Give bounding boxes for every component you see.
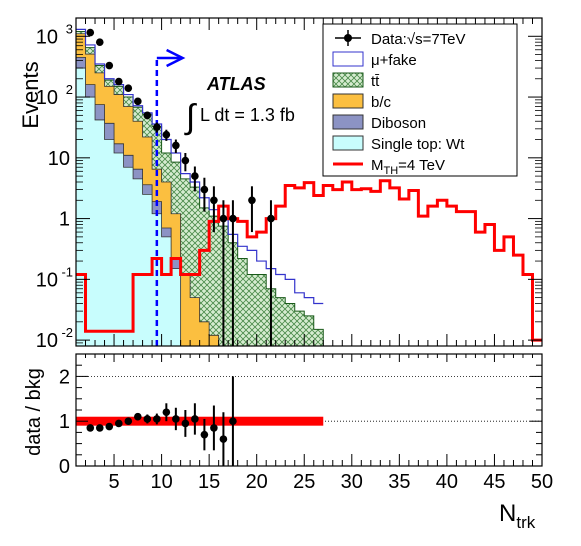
legend-label-bc: b/c: [371, 94, 392, 111]
y-tick-label: 1: [59, 209, 70, 231]
ratio-y-tick-label: 0: [59, 456, 70, 478]
cut-arrow-head: [166, 48, 186, 68]
ratio-point: [114, 419, 123, 428]
x-axis-label: Ntrk: [499, 500, 536, 532]
ratio-point: [191, 415, 199, 423]
ratio-plot: 0 1 2 data / bkg 5 10 15 20 25 30 35 40 45 50 Ntrk: [23, 353, 553, 532]
y-tick-exponent: 3: [66, 21, 73, 36]
legend-label-mufake: μ+fake: [371, 52, 417, 69]
data-point: [114, 77, 123, 86]
data-point: [181, 156, 190, 165]
x-tick-label: 40: [436, 471, 458, 493]
signal-line: [76, 179, 542, 342]
data-point: [162, 130, 171, 139]
ratio-y-tick-label: 1: [59, 411, 70, 433]
data-point: [191, 172, 199, 180]
y-tick-exponent: -2: [61, 325, 73, 340]
lumi-text: L dt = 1.3 fb: [200, 105, 295, 125]
data-point: [219, 214, 228, 223]
legend-label-signal: MTH=4 TeV: [371, 157, 445, 177]
legend-swatch-mufake: [332, 51, 364, 67]
ratio-point: [210, 424, 218, 432]
x-tick-label: 20: [246, 471, 268, 493]
x-tick-label: 15: [198, 471, 220, 493]
ratio-point: [200, 430, 209, 439]
ratio-point: [143, 415, 152, 423]
legend-swatch-bc: [332, 93, 364, 109]
ratio-y-axis-label: data / bkg: [23, 368, 45, 456]
y-tick-label: 10: [36, 87, 58, 109]
x-tick-label: 5: [108, 471, 119, 493]
ratio-y-tick-label: 2: [59, 366, 70, 388]
ratio-point: [153, 415, 161, 423]
ratio-point: [219, 435, 228, 443]
data-point: [143, 111, 152, 120]
legend-data-marker: [344, 34, 352, 42]
x-tick-label: 35: [388, 471, 410, 493]
ratio-band: [76, 416, 324, 426]
legend: Data:√s=7TeV μ+fake tt̄ b/c Diboson Single to…: [322, 23, 518, 177]
x-tick-label: 45: [483, 471, 505, 493]
data-point: [267, 214, 275, 223]
data-point: [172, 141, 180, 150]
data-point: [95, 38, 104, 46]
singletop-stack: [75, 67, 182, 347]
ratio-point: [124, 417, 133, 426]
y-tick-label: 10: [36, 330, 58, 352]
atlas-label: ATLAS: [206, 74, 266, 94]
x-tick-label: 25: [293, 471, 315, 493]
ratio-point: [229, 417, 237, 426]
data-point: [134, 97, 142, 106]
y-axis-label: Events: [18, 61, 43, 128]
x-tick-label: 30: [341, 471, 363, 493]
legend-swatch-diboson: [332, 114, 364, 130]
data-point: [200, 185, 209, 194]
y-tick-label: 10: [36, 269, 58, 291]
ratio-point: [162, 408, 171, 417]
data-point: [86, 28, 95, 37]
ratio-area: [76, 354, 542, 466]
data-point: [248, 196, 256, 205]
x-tick-label: 10: [150, 471, 172, 493]
ratio-point: [95, 424, 104, 432]
legend-swatch-singletop: [332, 135, 364, 151]
ratio-point: [134, 412, 142, 421]
y-tick-label: 10: [48, 148, 70, 170]
integral-sign: ∫: [184, 98, 197, 136]
legend-label-ttbar: tt̄: [371, 73, 380, 90]
legend-label-data: Data:√s=7TeV: [371, 31, 466, 48]
ratio-point: [172, 415, 180, 423]
ratio-point: [105, 422, 114, 431]
data-point: [105, 61, 114, 70]
data-point: [229, 214, 237, 223]
legend-label-diboson: Diboson: [371, 115, 426, 132]
x-tick-label: 50: [531, 471, 553, 493]
ratio-point: [181, 419, 190, 428]
data-point: [124, 84, 133, 92]
ratio-point: [86, 424, 95, 432]
legend-swatch-ttbar: [332, 72, 364, 88]
y-tick-exponent: -1: [61, 264, 73, 279]
legend-label-singletop: Single top: Wt: [371, 136, 465, 153]
data-point: [153, 123, 161, 131]
y-tick-exponent: 2: [66, 82, 73, 97]
y-tick-label: 10: [36, 26, 58, 48]
data-point: [210, 196, 218, 205]
